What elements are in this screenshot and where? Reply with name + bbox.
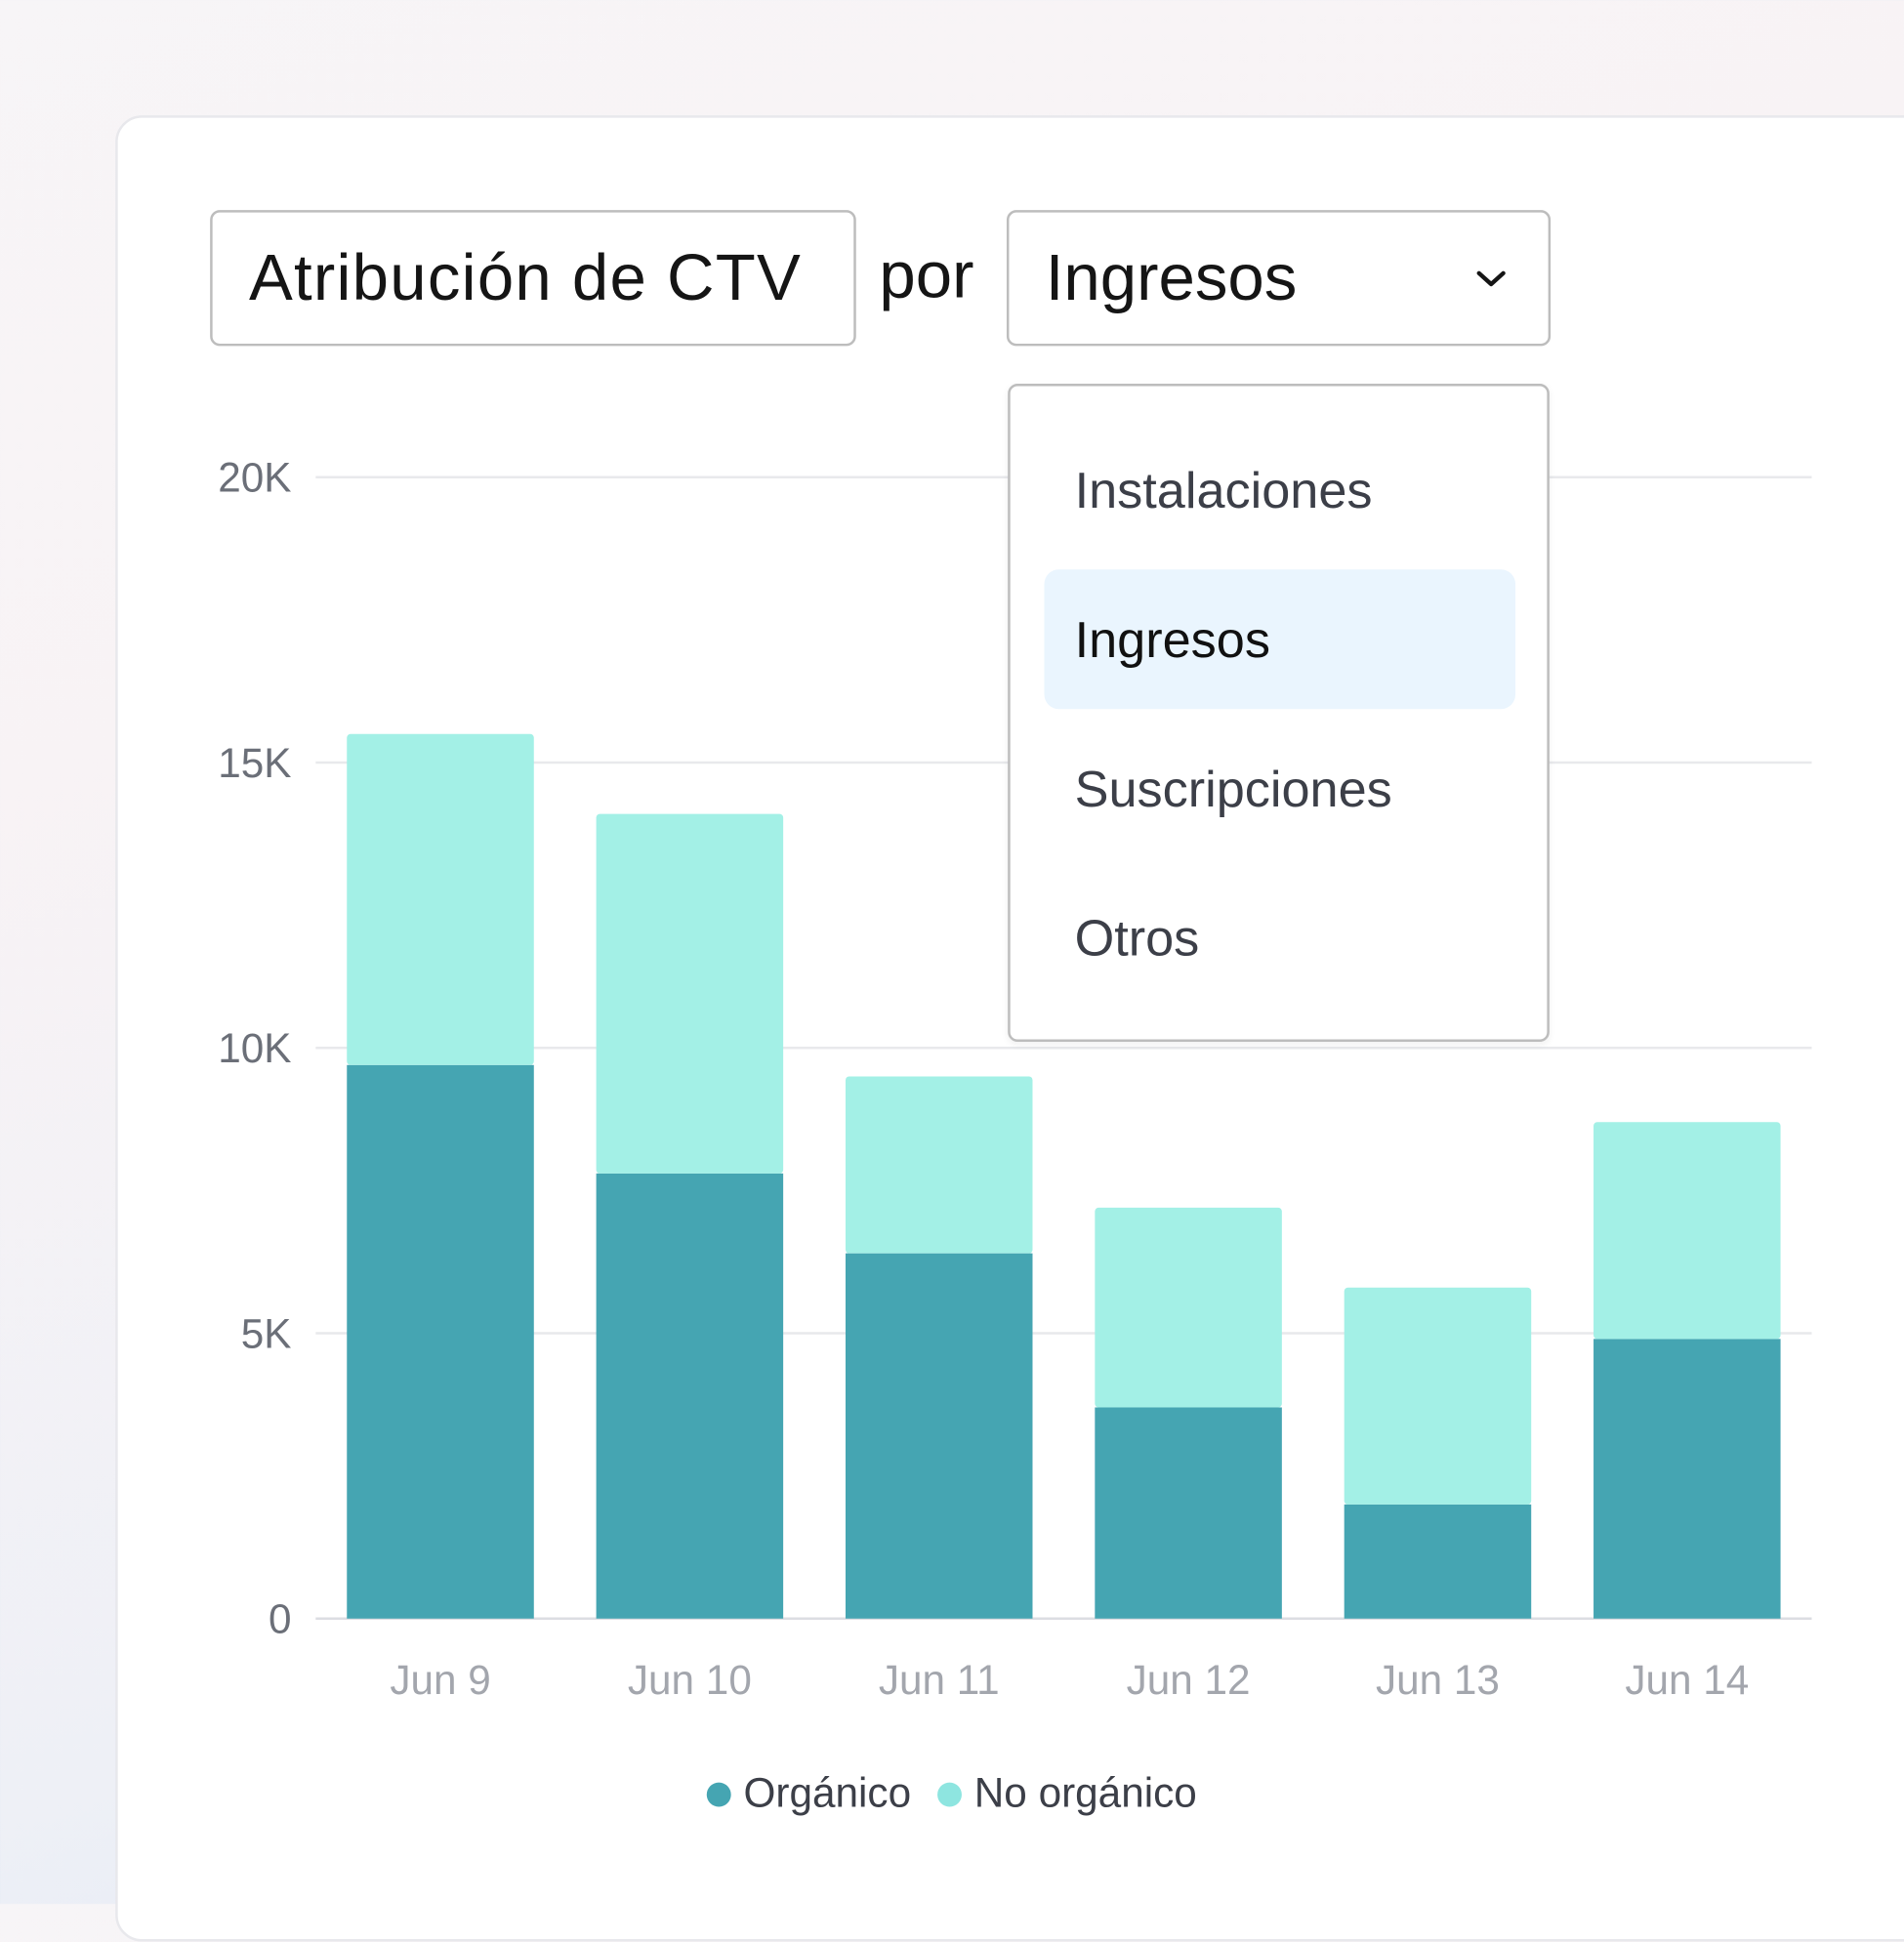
dimension-select-value: Ingresos	[1045, 241, 1298, 315]
bar-segment-no-organico	[1344, 1287, 1532, 1505]
option-instalaciones[interactable]: Instalaciones	[1074, 460, 1373, 518]
legend-item-no-organico[interactable]: No orgánico	[937, 1770, 1197, 1818]
x-tick-label: Jun 12	[1127, 1657, 1251, 1703]
bar-segment-no-organico	[1594, 1122, 1781, 1340]
bar-segment-organico	[845, 1253, 1033, 1619]
y-tick-label: 15K	[218, 740, 291, 786]
x-tick-label: Jun 10	[628, 1657, 752, 1703]
bar-segment-organico	[1594, 1339, 1781, 1619]
legend-label: No orgánico	[973, 1770, 1197, 1817]
bar-segment-organico	[347, 1064, 534, 1619]
dimension-dropdown-menu: Instalaciones Ingresos Suscripciones Otr…	[1008, 383, 1550, 1043]
x-tick-label: Jun 14	[1625, 1657, 1749, 1703]
y-tick-label: 0	[269, 1596, 292, 1642]
x-tick-label: Jun 9	[390, 1657, 490, 1703]
legend: Orgánico No orgánico	[0, 1770, 1904, 1818]
option-suscripciones[interactable]: Suscripciones	[1074, 759, 1392, 817]
legend-swatch	[937, 1782, 963, 1806]
option-ingresos[interactable]: Ingresos	[1044, 569, 1516, 710]
metric-selector[interactable]: Atribución de CTV	[210, 210, 856, 347]
y-tick-label: 10K	[218, 1025, 291, 1071]
x-tick-label: Jun 13	[1376, 1657, 1500, 1703]
y-tick-label: 5K	[241, 1310, 292, 1356]
bar-segment-no-organico	[1095, 1207, 1282, 1408]
x-tick-label: Jun 11	[879, 1657, 1000, 1703]
bar-segment-no-organico	[596, 813, 784, 1174]
connector-text: por	[879, 238, 974, 312]
bar-segment-organico	[1095, 1407, 1282, 1619]
bar-segment-no-organico	[347, 733, 534, 1065]
metric-label: Atribución de CTV	[248, 241, 803, 315]
dimension-select[interactable]: Ingresos	[1006, 210, 1552, 347]
chevron-down-icon	[1476, 270, 1506, 287]
bar-segment-no-organico	[845, 1076, 1033, 1254]
y-tick-label: 20K	[218, 455, 291, 501]
legend-label: Orgánico	[743, 1770, 912, 1817]
bar-segment-organico	[596, 1173, 784, 1619]
legend-item-organico[interactable]: Orgánico	[707, 1770, 911, 1818]
option-otros[interactable]: Otros	[1074, 908, 1200, 967]
legend-swatch	[707, 1782, 732, 1806]
bar-segment-organico	[1344, 1504, 1532, 1619]
